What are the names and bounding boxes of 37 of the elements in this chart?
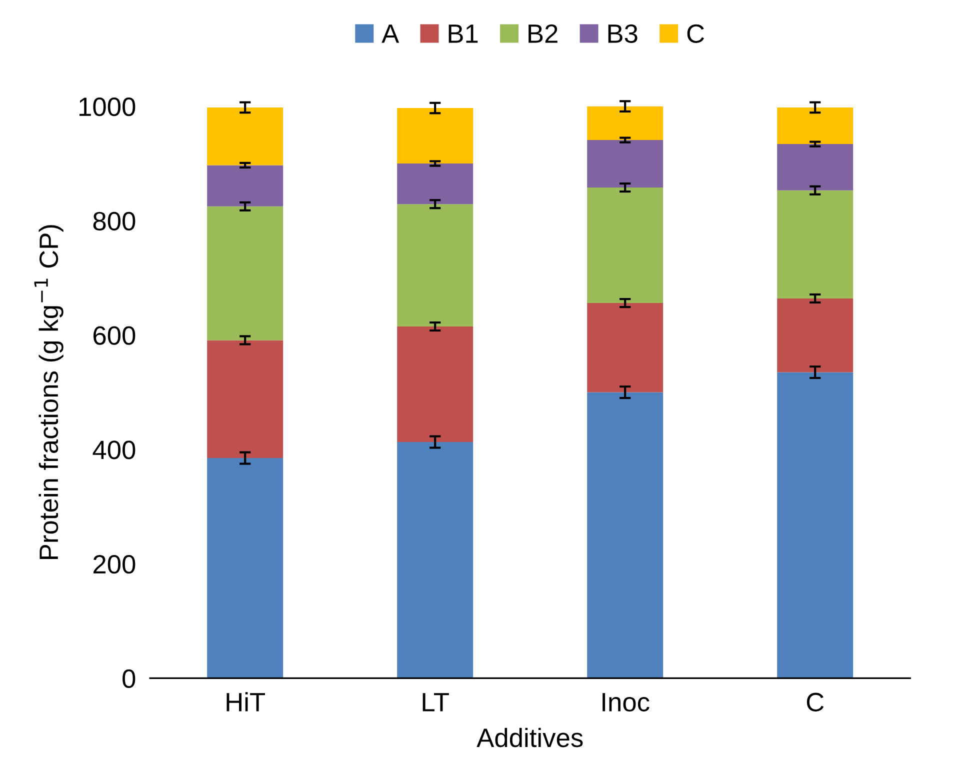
bar <box>397 108 474 164</box>
bar <box>397 326 474 442</box>
x-tick-label: C <box>806 692 824 712</box>
bar <box>397 164 474 204</box>
bar <box>207 340 284 458</box>
legend-label: A <box>382 24 400 43</box>
bar <box>587 392 664 678</box>
y-tick-label: 0 <box>122 669 136 688</box>
bar <box>777 107 854 144</box>
bar <box>777 372 854 678</box>
x-tick-label: Inoc <box>602 693 650 712</box>
legend-label: C <box>687 24 704 44</box>
bar <box>207 206 284 340</box>
bar <box>777 144 854 190</box>
legend-label: B2 <box>528 24 558 43</box>
legend-label: B3 <box>608 24 638 44</box>
bar <box>207 165 284 206</box>
bar <box>587 188 664 304</box>
bar <box>397 442 474 678</box>
bar <box>207 107 284 166</box>
y-tick-label: 800 <box>93 212 136 231</box>
bar <box>397 204 474 326</box>
y-tick-label: 400 <box>92 440 136 460</box>
bar <box>777 190 854 298</box>
x-axis-title: Additives <box>476 728 583 748</box>
legend-label: B1 <box>448 24 478 43</box>
bar <box>587 140 664 188</box>
y-axis-title: Protein fractions (g kg$^{−1}$ CP) <box>34 225 64 559</box>
y-tick-label: 600 <box>94 326 136 345</box>
x-tick-label: LT <box>422 693 449 712</box>
y-tick-label: 200 <box>94 554 136 574</box>
bar <box>587 303 664 392</box>
bar <box>777 298 854 372</box>
bar <box>207 458 284 678</box>
bar <box>587 106 664 140</box>
x-tick-label: HiT <box>226 692 266 712</box>
y-tick-label: 1000 <box>80 97 136 116</box>
